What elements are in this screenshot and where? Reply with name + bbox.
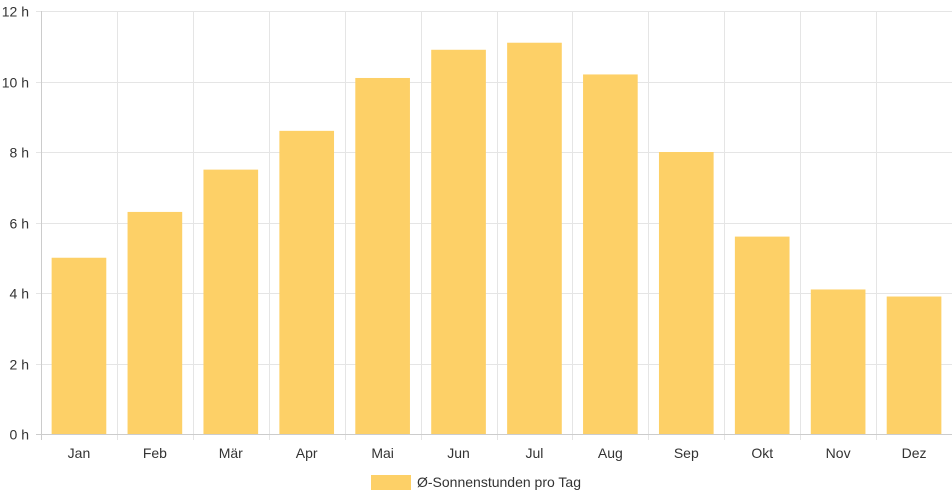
x-tick-label: Feb: [143, 445, 167, 461]
bar[interactable]: [279, 130, 335, 434]
y-tick-label: 2 h: [10, 357, 29, 373]
x-tick-label: Mai: [371, 445, 394, 461]
bar[interactable]: [583, 74, 638, 434]
x-tick-label: Okt: [751, 445, 773, 461]
x-tick-label: Jun: [447, 445, 470, 461]
y-tick-label: 4 h: [10, 286, 29, 302]
bar[interactable]: [507, 42, 562, 434]
legend[interactable]: Ø-Sonnenstunden pro Tag: [371, 474, 581, 490]
x-tick-label: Jan: [68, 445, 91, 461]
legend-label[interactable]: Ø-Sonnenstunden pro Tag: [417, 474, 581, 490]
axes: [36, 11, 952, 440]
bar[interactable]: [886, 296, 942, 434]
y-axis-labels: 0 h 2 h 4 h 6 h 8 h 10 h 12 h: [2, 4, 29, 443]
legend-swatch[interactable]: [371, 475, 411, 490]
x-tick-label: Dez: [902, 445, 927, 461]
x-tick-label: Nov: [826, 445, 851, 461]
x-tick-label: Jul: [526, 445, 544, 461]
grid-lines: [36, 11, 952, 440]
bar[interactable]: [355, 77, 410, 434]
x-axis-labels: Jan Feb Mär Apr Mai Jun Jul Aug Sep Okt Nov Dez: [68, 445, 927, 461]
bar[interactable]: [51, 257, 107, 434]
y-tick-label: 0 h: [10, 427, 29, 443]
y-tick-label: 8 h: [10, 145, 29, 161]
bar[interactable]: [431, 49, 486, 435]
bar[interactable]: [127, 211, 183, 434]
bar[interactable]: [810, 289, 866, 434]
x-tick-label: Aug: [598, 445, 623, 461]
x-tick-label: Mär: [219, 445, 243, 461]
y-tick-label: 6 h: [10, 216, 29, 232]
x-tick-label: Apr: [296, 445, 318, 461]
x-tick-label: Sep: [674, 445, 699, 461]
bar-series: [51, 42, 942, 435]
y-tick-label: 12 h: [2, 4, 29, 20]
y-tick-label: 10 h: [2, 75, 29, 91]
bar[interactable]: [658, 152, 714, 434]
bar[interactable]: [734, 236, 790, 434]
bar[interactable]: [203, 169, 259, 434]
